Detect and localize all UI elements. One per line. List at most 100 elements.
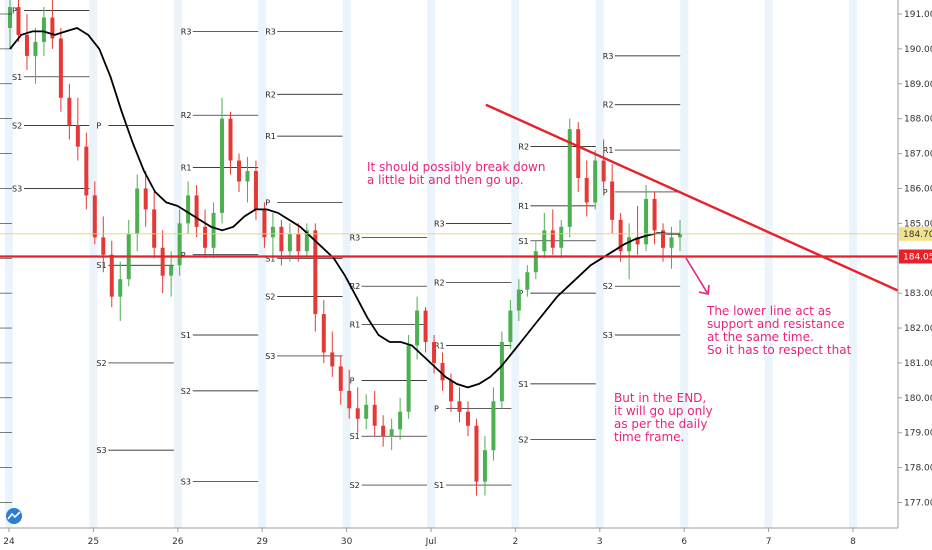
annotation-text: But in the END, it will go up only as per …: [614, 391, 713, 444]
annotation-line: it will go up only: [614, 404, 713, 418]
session-band: [595, 0, 604, 528]
candle-body: [287, 233, 292, 252]
candle-body: [457, 401, 462, 412]
candle-body: [203, 226, 208, 248]
price-tick-label: 188.00: [904, 115, 932, 125]
time-axis-background: [0, 528, 932, 550]
price-tick-label: 186.00: [904, 184, 932, 194]
candle-body: [381, 425, 386, 437]
time-tick-label: 6: [681, 537, 687, 547]
annotation-line: as per the daily: [614, 417, 707, 431]
pivot-label: S3: [181, 478, 191, 487]
candle-body: [584, 177, 589, 203]
candle-body: [678, 233, 682, 238]
pivot-label: S3: [96, 446, 106, 455]
candle-body: [236, 160, 241, 182]
candle-body: [635, 237, 640, 245]
candle-body: [567, 129, 572, 227]
candle-body: [559, 226, 564, 248]
time-tick-label: 3: [597, 537, 603, 547]
candle-body: [364, 404, 369, 419]
candle-body: [228, 118, 233, 161]
pivot-label: S2: [96, 359, 106, 368]
candle-body: [245, 171, 250, 182]
candle-body: [8, 7, 12, 28]
candle-body: [449, 380, 454, 402]
pivot-label: S2: [181, 387, 191, 396]
pivot-label: S3: [12, 184, 22, 193]
pivot-label: P: [603, 188, 608, 197]
candle-body: [186, 195, 191, 224]
pivot-label: R3: [603, 52, 614, 61]
candle-body: [355, 408, 360, 419]
candle-body: [33, 41, 38, 56]
candle-body: [601, 160, 606, 182]
candle-body: [296, 233, 301, 252]
pivot-label: R1: [518, 202, 529, 211]
pivot-label: R1: [603, 146, 614, 155]
pivot-label: R1: [350, 321, 361, 330]
candle-body: [440, 362, 445, 381]
pivot-label: R2: [350, 282, 361, 291]
pivot-label: P: [96, 122, 101, 131]
price-tick-label: 180.00: [904, 394, 932, 404]
candle-body: [194, 195, 199, 227]
candle-body: [542, 230, 547, 252]
candle-body: [499, 341, 504, 402]
candle-body: [652, 198, 657, 231]
price-tick-label: 181.00: [904, 359, 932, 369]
annotation-line: The lower line act as: [706, 304, 831, 318]
pivot-label: R2: [265, 90, 276, 99]
candle-body: [491, 401, 496, 451]
candle-body: [372, 404, 377, 426]
time-tick-label: 8: [850, 537, 856, 547]
pivot-label: R2: [603, 101, 614, 110]
time-tick-label: 26: [172, 537, 184, 547]
annotation-line: time frame.: [614, 430, 684, 444]
price-tick-label: 182.00: [904, 324, 932, 334]
candle-body: [211, 212, 216, 248]
pivot-label: S1: [350, 432, 360, 441]
time-tick-label: 24: [3, 537, 15, 547]
price-badges: 184.70 184.05: [899, 226, 932, 264]
candle-body: [118, 279, 123, 297]
price-tick-label: 178.00: [904, 464, 932, 474]
candle-body: [610, 181, 615, 220]
pivot-label: P: [12, 7, 17, 16]
pivot-label: P: [518, 289, 523, 298]
candle-body: [508, 310, 513, 342]
candle-body: [101, 237, 106, 255]
price-tick-label: 183.00: [904, 289, 932, 299]
time-tick-label: 25: [88, 537, 99, 547]
pivot-label: R3: [181, 27, 192, 36]
time-tick-label: 30: [341, 537, 353, 547]
candle-body: [109, 254, 114, 297]
pivot-label: P: [434, 404, 439, 413]
price-badge-label: 184.70: [903, 230, 932, 240]
candle-body: [24, 34, 29, 56]
candle-body: [618, 219, 623, 252]
arrow-shaft: [685, 257, 709, 295]
candle-body: [423, 310, 428, 342]
price-tick-label: 185.00: [904, 219, 932, 229]
session-band: [5, 0, 13, 528]
session-band: [89, 0, 98, 528]
session-bands: [5, 0, 857, 528]
candle-body: [270, 226, 275, 238]
candle-body: [516, 289, 521, 311]
candle-body: [525, 272, 530, 290]
price-tick-label: 191.00: [904, 10, 932, 20]
price-badge-label: 184.05: [903, 253, 932, 263]
price-badge: [899, 249, 932, 264]
time-axis: 24 25 26 29 30 Jul 2 3 6 7 8: [0, 527, 932, 550]
pivot-label: R2: [181, 111, 192, 120]
annotation-line: a little bit and then go up.: [367, 173, 524, 187]
candle-body: [321, 314, 326, 353]
pivot-label: S1: [434, 481, 444, 490]
session-band: [849, 0, 857, 528]
candle-body: [398, 411, 403, 430]
candle-body: [669, 237, 674, 248]
pink-arrow-icon: [685, 257, 710, 295]
